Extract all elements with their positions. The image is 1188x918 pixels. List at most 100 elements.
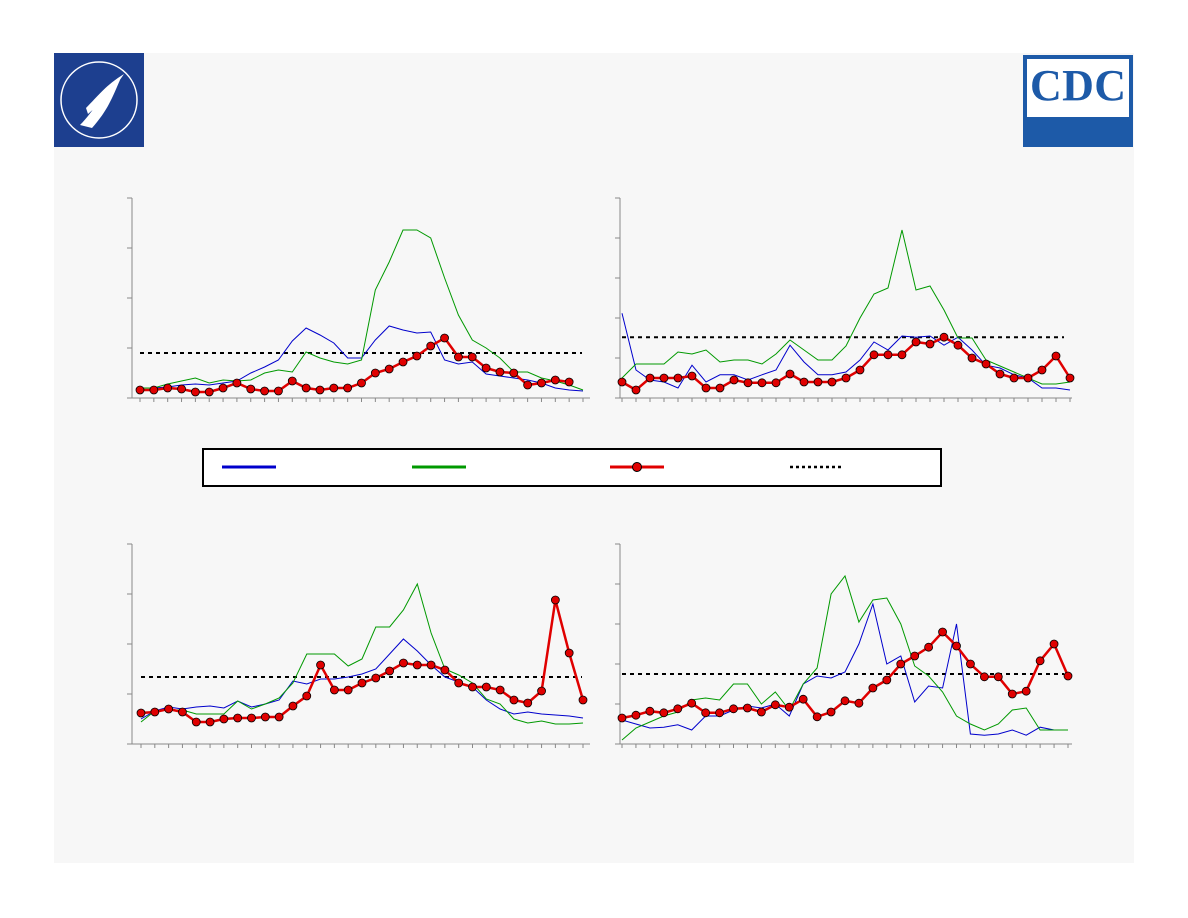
legend — [202, 448, 942, 487]
series-marker — [897, 350, 907, 360]
series-marker — [911, 337, 921, 347]
series-marker — [329, 685, 339, 695]
series-marker — [925, 339, 935, 349]
series-marker — [399, 658, 408, 668]
series-marker — [826, 707, 836, 717]
series-marker — [883, 350, 893, 360]
series-marker — [645, 706, 655, 716]
series-marker — [564, 648, 574, 658]
cdc-logo-text: CDC — [1030, 61, 1126, 110]
series-marker — [785, 369, 795, 379]
series-marker — [135, 385, 145, 395]
series-marker — [274, 386, 283, 396]
series-marker — [743, 378, 753, 388]
series-line — [621, 229, 1071, 385]
series-line — [621, 574, 1068, 741]
series-marker — [659, 708, 669, 718]
cdc-logo: CDC — [1023, 55, 1133, 147]
series-marker — [798, 694, 808, 704]
series-marker — [357, 378, 366, 388]
series-marker — [743, 703, 752, 713]
series-marker — [995, 369, 1005, 379]
series-marker — [564, 377, 574, 387]
series-marker — [550, 375, 560, 385]
legend-marker — [632, 462, 642, 472]
series-marker — [371, 673, 381, 683]
series-marker — [979, 672, 989, 682]
series-marker — [729, 704, 738, 714]
series-marker — [966, 659, 975, 669]
series-marker — [509, 368, 519, 378]
series-marker — [468, 682, 477, 692]
series-marker — [910, 651, 920, 661]
series-marker — [1051, 351, 1061, 361]
series-marker — [854, 698, 864, 708]
series-marker — [757, 378, 767, 388]
series-marker — [729, 375, 739, 385]
series-marker — [523, 698, 533, 708]
series-line — [140, 638, 584, 720]
series-marker — [1021, 686, 1031, 696]
series-marker — [163, 383, 173, 393]
series-marker — [398, 357, 408, 367]
series-marker — [924, 642, 934, 652]
series-marker — [1007, 689, 1017, 699]
series-marker — [204, 387, 214, 397]
series-marker — [537, 686, 546, 696]
series-marker — [1037, 365, 1047, 375]
series-marker — [495, 685, 505, 695]
series-marker — [1063, 671, 1073, 681]
series-marker — [440, 333, 449, 343]
series-marker — [981, 359, 991, 369]
line-chart — [615, 543, 1073, 748]
series-marker — [882, 675, 892, 685]
series-marker — [177, 384, 186, 394]
series-marker — [687, 371, 697, 381]
series-marker — [467, 352, 477, 362]
series-marker — [645, 373, 655, 383]
series-marker — [136, 708, 146, 718]
series-marker — [288, 701, 298, 711]
series-marker — [631, 385, 641, 395]
series-marker — [178, 707, 187, 717]
series-marker — [190, 387, 200, 397]
series-marker — [631, 710, 641, 720]
series-marker — [495, 367, 505, 377]
series-marker — [149, 385, 159, 395]
series-marker — [770, 700, 780, 710]
series-marker — [384, 364, 394, 374]
series-marker — [412, 660, 422, 670]
series-marker — [840, 696, 850, 706]
series-marker — [701, 708, 711, 718]
series-marker — [412, 351, 422, 361]
series-marker — [868, 683, 878, 693]
hhs-logo-eagle — [80, 74, 124, 128]
series-marker — [191, 717, 201, 727]
hhs-logo-ring — [60, 61, 138, 139]
series-marker — [219, 714, 229, 724]
series-marker — [1009, 373, 1019, 383]
series-marker — [246, 384, 256, 394]
series-marker — [233, 713, 243, 723]
series-line — [140, 582, 584, 725]
series-marker — [617, 713, 627, 723]
series-marker — [855, 365, 865, 375]
series-marker — [260, 712, 270, 722]
series-marker — [440, 665, 450, 675]
series-marker — [869, 350, 879, 360]
series-marker — [673, 704, 683, 714]
series-marker — [578, 695, 588, 705]
series-line — [140, 229, 584, 391]
series-marker — [426, 660, 436, 670]
series-marker — [1023, 373, 1033, 383]
series-marker — [385, 666, 395, 676]
series-marker — [938, 627, 947, 637]
legend-box — [202, 448, 942, 487]
series-marker — [952, 641, 961, 651]
series-marker — [967, 353, 977, 363]
series-marker — [953, 340, 963, 350]
series-marker — [659, 373, 669, 383]
series-marker — [329, 383, 339, 393]
cdc-logo-panel — [1027, 59, 1129, 117]
series-marker — [454, 678, 464, 688]
